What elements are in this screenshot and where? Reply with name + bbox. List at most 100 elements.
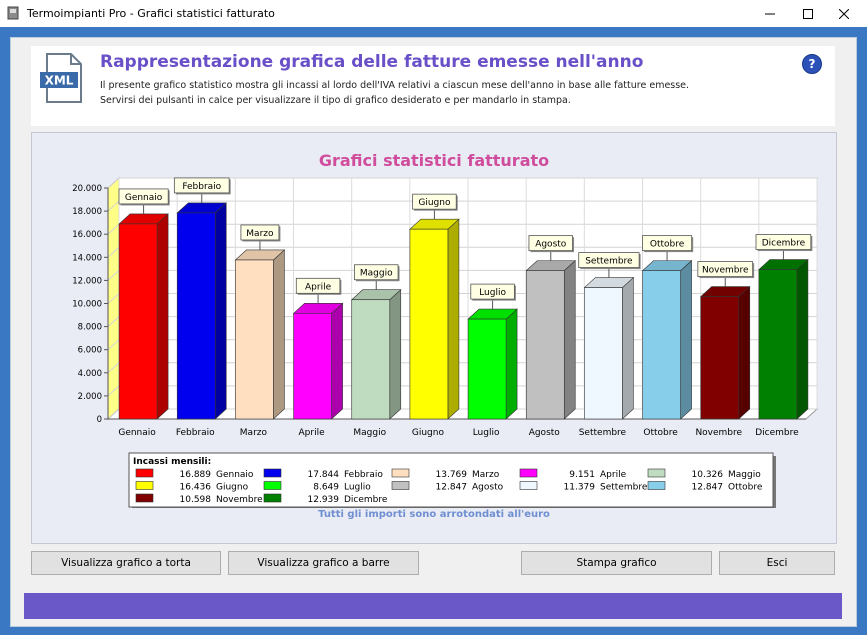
y-tick-label: 12.000 xyxy=(72,276,102,286)
maximize-button[interactable] xyxy=(785,0,831,27)
pie-chart-button[interactable]: Visualizza grafico a torta xyxy=(31,551,221,575)
legend-value: 12.847 xyxy=(436,483,468,493)
bar-side-maggio xyxy=(389,289,402,420)
callout-label: Giugno xyxy=(418,198,451,208)
bar-side-agosto xyxy=(563,259,576,420)
bar-agosto xyxy=(525,270,565,420)
bar-chart-button[interactable]: Visualizza grafico a barre xyxy=(228,551,419,575)
xml-file-icon: XML xyxy=(40,53,82,103)
bar-dicembre xyxy=(758,269,798,420)
legend-swatch xyxy=(263,468,282,478)
minimize-icon xyxy=(765,13,775,14)
legend-value: 16.889 xyxy=(180,470,212,480)
title-bar: Termoimpianti Pro - Grafici statistici f… xyxy=(0,0,867,27)
legend-swatch xyxy=(135,493,154,503)
legend-swatch xyxy=(391,468,410,478)
legend-swatch xyxy=(263,481,282,490)
x-tick-label: Maggio xyxy=(353,428,386,438)
bar-side-ottobre xyxy=(680,259,692,420)
callout-label: Luglio xyxy=(479,288,506,298)
footer-bar xyxy=(24,593,842,619)
legend-label: Novembre xyxy=(216,495,263,505)
description-line-1: Il presente grafico statistico mostra gl… xyxy=(100,80,690,91)
callout-box xyxy=(642,235,693,252)
callout-label: Dicembre xyxy=(762,239,806,249)
help-icon[interactable]: ? xyxy=(802,54,822,74)
bar-marzo xyxy=(235,259,274,420)
legend-value: 10.326 xyxy=(692,470,724,480)
minimize-button[interactable] xyxy=(747,0,793,27)
callout-box xyxy=(697,261,754,277)
y-tick-label: 4.000 xyxy=(78,369,102,379)
bar-giugno xyxy=(409,228,449,420)
x-tick-label: Giugno xyxy=(412,428,445,438)
header-panel: XML Rappresentazione grafica delle fattu… xyxy=(31,46,835,126)
y-tick-label: 6.000 xyxy=(78,346,102,356)
callout-box xyxy=(295,277,341,294)
bar-side-marzo xyxy=(273,249,285,420)
bar-side-giugno xyxy=(447,218,460,420)
legend xyxy=(128,452,774,508)
callout-box xyxy=(118,188,169,205)
y-tick-label: 2.000 xyxy=(78,392,102,402)
legend-swatch xyxy=(647,468,666,478)
rounding-note: Tutti gli importi sono arrotondati all'e… xyxy=(318,509,550,520)
print-chart-button[interactable]: Stampa grafico xyxy=(521,551,712,575)
bar-ottobre xyxy=(642,270,681,420)
content-area: XML Rappresentazione grafica delle fattu… xyxy=(10,37,857,627)
callout-label: Aprile xyxy=(305,282,332,292)
xml-icon-text: XML xyxy=(45,74,74,88)
legend-title: Incassi mensili: xyxy=(133,457,211,467)
x-tick-label: Gennaio xyxy=(118,428,156,438)
callout-label: Agosto xyxy=(535,240,567,250)
chart-title: Grafici statistici fatturato xyxy=(319,151,549,170)
close-button[interactable] xyxy=(821,0,867,27)
legend-label: Dicembre xyxy=(344,495,388,505)
legend-label: Maggio xyxy=(728,470,761,480)
x-tick-label: Dicembre xyxy=(755,428,799,438)
y-tick-label: 10.000 xyxy=(72,300,102,310)
bar-side-luglio xyxy=(505,308,518,420)
legend-label: Marzo xyxy=(472,470,500,480)
legend-label: Gennaio xyxy=(216,470,254,480)
y-tick-label: 16.000 xyxy=(72,230,102,240)
legend-value: 8.649 xyxy=(313,483,339,493)
callout-box xyxy=(412,193,457,210)
window-frame: XML Rappresentazione grafica delle fattu… xyxy=(0,27,867,635)
callout-box xyxy=(173,177,230,194)
bar-luglio xyxy=(467,318,507,420)
window-title: Termoimpianti Pro - Grafici statistici f… xyxy=(27,7,275,20)
x-tick-label: Novembre xyxy=(695,428,742,438)
page-description: Il presente grafico statistico mostra gl… xyxy=(100,78,689,108)
bar-side-aprile xyxy=(331,302,343,420)
callout-label: Febbraio xyxy=(182,182,221,192)
legend-swatch xyxy=(135,468,154,478)
bar-febbraio xyxy=(176,212,216,420)
callout-label: Maggio xyxy=(360,269,393,279)
maximize-icon xyxy=(803,8,813,19)
exit-button[interactable]: Esci xyxy=(719,551,835,575)
y-tick-label: 14.000 xyxy=(72,253,102,263)
legend-value: 16.436 xyxy=(180,483,212,493)
legend-value: 9.151 xyxy=(569,470,595,480)
close-icon xyxy=(839,8,849,19)
legend-label: Luglio xyxy=(344,483,371,493)
callout-box xyxy=(470,283,515,300)
bar-side-dicembre xyxy=(796,258,809,420)
x-tick-label: Luglio xyxy=(473,428,500,438)
legend-label: Agosto xyxy=(472,483,504,493)
chart-panel: Grafici statistici fatturato 0 2.000 4.000 6… xyxy=(31,132,837,544)
bar-maggio xyxy=(351,299,391,420)
legend-label: Aprile xyxy=(600,470,627,480)
x-tick-label: Ottobre xyxy=(643,428,678,438)
app-icon xyxy=(7,6,19,20)
bar-side-settembre xyxy=(622,276,634,420)
y-tick-label: 0 xyxy=(97,415,102,425)
callout-box xyxy=(578,252,640,268)
bar-settembre xyxy=(584,287,623,420)
legend-label: Ottobre xyxy=(728,483,763,493)
callout-label: Settembre xyxy=(585,257,633,267)
x-tick-label: Settembre xyxy=(579,428,627,438)
legend-label: Settembre xyxy=(600,483,648,493)
callout-box xyxy=(528,235,573,252)
